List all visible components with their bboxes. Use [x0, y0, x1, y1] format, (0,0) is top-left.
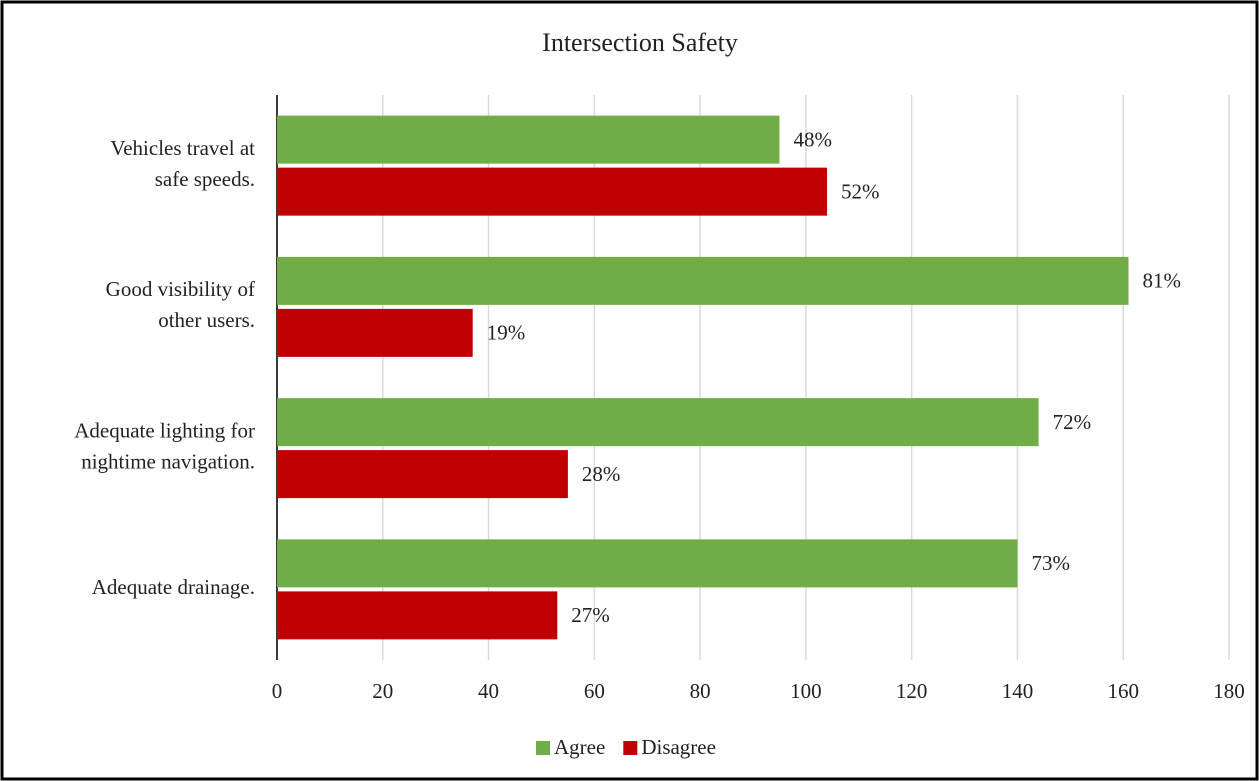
data-label: 28%	[582, 462, 621, 486]
y-tick-label: Good visibility of	[106, 277, 255, 301]
x-tick-label: 160	[1107, 679, 1139, 703]
bar	[277, 256, 1129, 305]
y-tick-label: Adequate lighting for	[74, 418, 255, 442]
bar	[277, 398, 1039, 447]
data-label: 48%	[793, 127, 832, 151]
x-tick-label: 0	[272, 679, 283, 703]
x-tick-label: 40	[478, 679, 499, 703]
y-tick-label: nightime navigation.	[81, 449, 255, 473]
data-label: 19%	[487, 321, 526, 345]
legend-swatch	[623, 741, 638, 755]
y-tick-label: safe speeds.	[155, 167, 255, 191]
x-tick-label: 20	[372, 679, 393, 703]
bar	[277, 308, 473, 357]
bar	[277, 167, 828, 216]
y-tick-label: Vehicles travel at	[110, 136, 255, 160]
bar	[277, 115, 780, 164]
y-tick-label: Adequate drainage.	[92, 575, 255, 599]
data-label: 27%	[571, 603, 610, 627]
x-tick-label: 60	[584, 679, 605, 703]
data-label: 73%	[1031, 551, 1070, 575]
bar	[277, 450, 568, 499]
legend-label: Disagree	[641, 735, 716, 759]
x-tick-label: 140	[1002, 679, 1034, 703]
y-tick-label: other users.	[158, 308, 255, 332]
x-tick-label: 100	[790, 679, 822, 703]
legend-label: Agree	[554, 735, 605, 759]
bar	[277, 591, 558, 640]
data-label: 72%	[1053, 410, 1092, 434]
x-tick-label: 80	[690, 679, 711, 703]
chart-title: Intersection Safety	[542, 28, 738, 57]
x-tick-label: 120	[896, 679, 928, 703]
x-tick-label: 180	[1213, 679, 1245, 703]
data-label: 81%	[1143, 269, 1182, 293]
data-label: 52%	[841, 179, 880, 203]
legend-swatch	[536, 741, 550, 755]
bar	[277, 539, 1018, 588]
